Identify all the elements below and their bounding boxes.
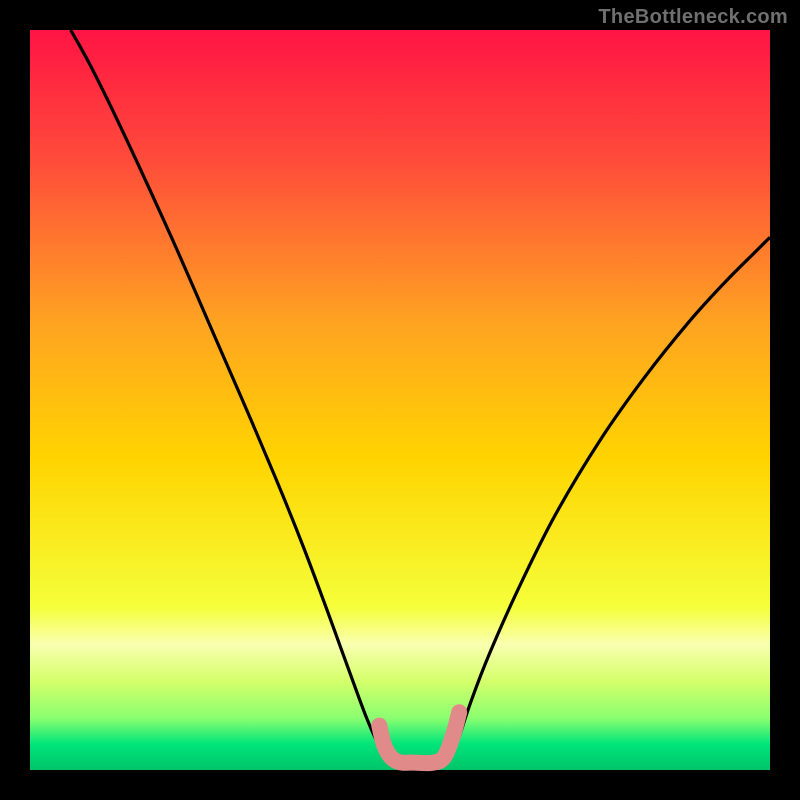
watermark-text: TheBottleneck.com — [598, 6, 788, 29]
chart-svg — [0, 0, 800, 800]
bottleneck-chart — [0, 0, 800, 800]
